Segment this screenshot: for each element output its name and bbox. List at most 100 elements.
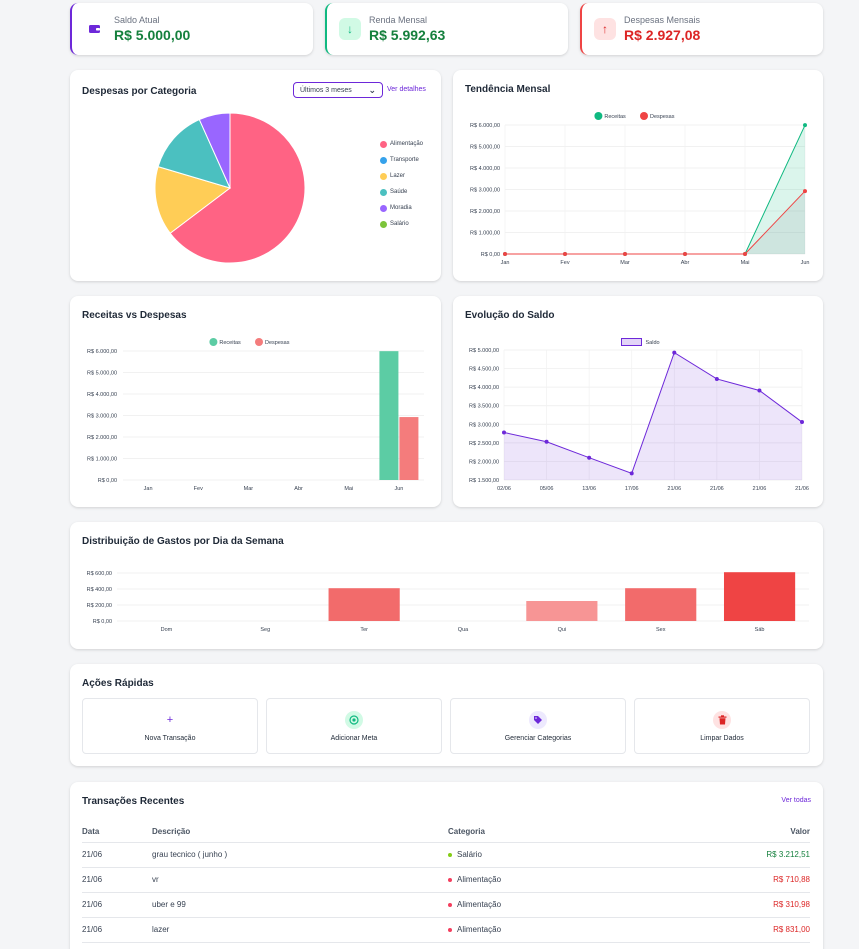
card-title: Distribuição de Gastos por Dia da Semana: [82, 536, 284, 547]
table-row[interactable]: 21/06 lazer Alimentação R$ 831,00: [82, 917, 810, 943]
new-transaction-button[interactable]: + Nova Transação: [82, 698, 258, 754]
monthly-trend-card: Tendência Mensal R$ 0,00 R$ 1.000,00 R$ 2.…: [453, 70, 823, 281]
series-line: [505, 190, 806, 255]
table-row[interactable]: 21/06 uber e 99 Alimentação R$ 310,98: [82, 892, 810, 918]
category-label: Salário: [457, 850, 482, 859]
weekday-distribution-chart: R$ 0,00 R$ 200,00 R$ 400,00 R$ 600,00 Dom Seg…: [87, 571, 809, 633]
clear-data-button[interactable]: Limpar Dados: [634, 698, 810, 754]
bar: [625, 588, 697, 621]
pie-slice: [157, 118, 231, 189]
legend-swatch: [255, 338, 263, 346]
legend-swatch: [640, 112, 648, 120]
y-tick-label: R$ 2.000,00: [470, 209, 500, 215]
cell-category: Salário: [448, 842, 648, 868]
x-tick-label: Abr: [294, 486, 303, 492]
pie-slice: [198, 112, 231, 189]
legend-label: Salário: [390, 221, 409, 227]
cell-category: Alimentação: [448, 867, 648, 893]
pie-legend: Alimentação Transporte Lazer Saúde Moradia Sa…: [380, 136, 423, 232]
summary-label: Despesas Mensais: [624, 15, 701, 25]
x-tick-label: Sáb: [755, 627, 765, 633]
y-tick-label: R$ 0,00: [481, 252, 500, 258]
legend-item[interactable]: Alimentação: [380, 136, 423, 152]
balance-evolution-chart: R$ 1.500,00 R$ 2.000,00 R$ 2.500,00 R$ 3.00…: [469, 338, 809, 492]
x-tick-label: 21/06: [710, 486, 724, 492]
data-point: [563, 252, 567, 256]
card-title: Tendência Mensal: [465, 84, 551, 95]
pie-slice: [154, 166, 232, 234]
y-tick-label: R$ 1.000,00: [87, 457, 117, 463]
legend-swatch: [380, 204, 387, 212]
y-tick-label: R$ 5.000,00: [469, 348, 499, 354]
legend-label: Receitas: [219, 340, 241, 346]
period-select[interactable]: Últimos 3 meses ⌄: [293, 82, 383, 98]
category-dot: [448, 877, 452, 882]
x-tick-label: 02/06: [497, 486, 511, 492]
plus-icon: +: [166, 713, 174, 726]
legend-label: Despesas: [650, 114, 675, 120]
view-all-link[interactable]: Ver todas: [781, 797, 811, 804]
cell-category: Alimentação: [448, 892, 648, 918]
table-header-row: Data Descrição Categoria Valor: [82, 822, 810, 843]
x-tick-label: Qua: [458, 627, 469, 633]
y-tick-label: R$ 5.000,00: [87, 371, 117, 377]
legend-label: Transporte: [390, 157, 419, 163]
legend-item[interactable]: Transporte: [380, 152, 423, 168]
x-tick-label: Seg: [260, 627, 270, 633]
x-tick-label: Jan: [501, 260, 510, 266]
quick-action-label: Adicionar Meta: [330, 734, 378, 742]
legend-swatch: [594, 112, 603, 120]
summary-value: R$ 5.992,63: [369, 27, 446, 43]
table-row[interactable]: 21/06 vr Alimentação R$ 710,88: [82, 867, 810, 893]
legend-swatch: [380, 172, 387, 180]
legend-swatch: [380, 140, 387, 148]
legend-item[interactable]: Saúde: [380, 184, 423, 200]
legend-swatch: [621, 338, 642, 346]
x-tick-label: Jun: [394, 486, 403, 492]
x-tick-label: Abr: [681, 260, 690, 266]
x-tick-label: Fev: [560, 260, 569, 266]
x-tick-label: Mai: [344, 486, 353, 492]
chevron-down-icon: ⌄: [368, 84, 376, 95]
legend-item[interactable]: Moradia: [380, 200, 423, 216]
cell-amount: R$ 310,98: [648, 892, 810, 918]
category-label: Alimentação: [457, 900, 502, 909]
data-point: [544, 439, 549, 444]
x-tick-label: Mar: [244, 486, 254, 492]
manage-categories-button[interactable]: Gerenciar Categorias: [450, 698, 626, 754]
cell-description: lazer: [152, 917, 448, 943]
summary-card-expenses: ↑ Despesas Mensais R$ 2.927,08: [580, 3, 823, 55]
data-point: [629, 471, 634, 476]
data-point: [503, 252, 507, 256]
data-point: [803, 189, 807, 194]
cell-amount: R$ 3.212,51: [648, 842, 810, 868]
bar: [328, 588, 400, 621]
x-tick-label: Ter: [360, 627, 368, 633]
y-tick-label: R$ 2.000,00: [87, 435, 117, 441]
y-tick-label: R$ 2.000,00: [469, 459, 499, 465]
x-tick-label: Mai: [741, 260, 750, 266]
category-dot: [448, 927, 452, 932]
legend-item[interactable]: Salário: [380, 216, 423, 232]
cell-description: grau tecnico ( junho ): [152, 842, 448, 868]
x-tick-label: Jun: [801, 260, 810, 266]
legend-item[interactable]: Lazer: [380, 168, 423, 184]
column-header-description: Descrição: [152, 822, 448, 843]
legend-swatch: [380, 156, 387, 164]
add-goal-button[interactable]: Adicionar Meta: [266, 698, 442, 754]
recent-transactions-card: Transações Recentes Ver todas Data Descr…: [70, 782, 823, 949]
y-tick-label: R$ 3.000,00: [469, 422, 499, 428]
category-label: Alimentação: [457, 875, 502, 884]
series-area: [504, 352, 802, 480]
summary-card-income: ↓ Renda Mensal R$ 5.992,63: [325, 3, 568, 55]
table-row[interactable]: 21/06 grau tecnico ( junho ) Salário R$ 3.2…: [82, 842, 810, 868]
y-tick-label: R$ 4.500,00: [469, 367, 499, 373]
details-link[interactable]: Ver detalhes: [387, 86, 426, 93]
income-vs-expense-chart: R$ 0,00 R$ 1.000,00 R$ 2.000,00 R$ 3.000,00…: [87, 338, 424, 492]
y-tick-label: R$ 2.500,00: [469, 441, 499, 447]
legend-label: Saldo: [646, 340, 660, 346]
card-title: Transações Recentes: [82, 796, 185, 807]
x-tick-label: 05/06: [540, 486, 554, 492]
cell-date: 21/06: [82, 892, 152, 918]
quick-action-label: Gerenciar Categorias: [504, 734, 572, 742]
